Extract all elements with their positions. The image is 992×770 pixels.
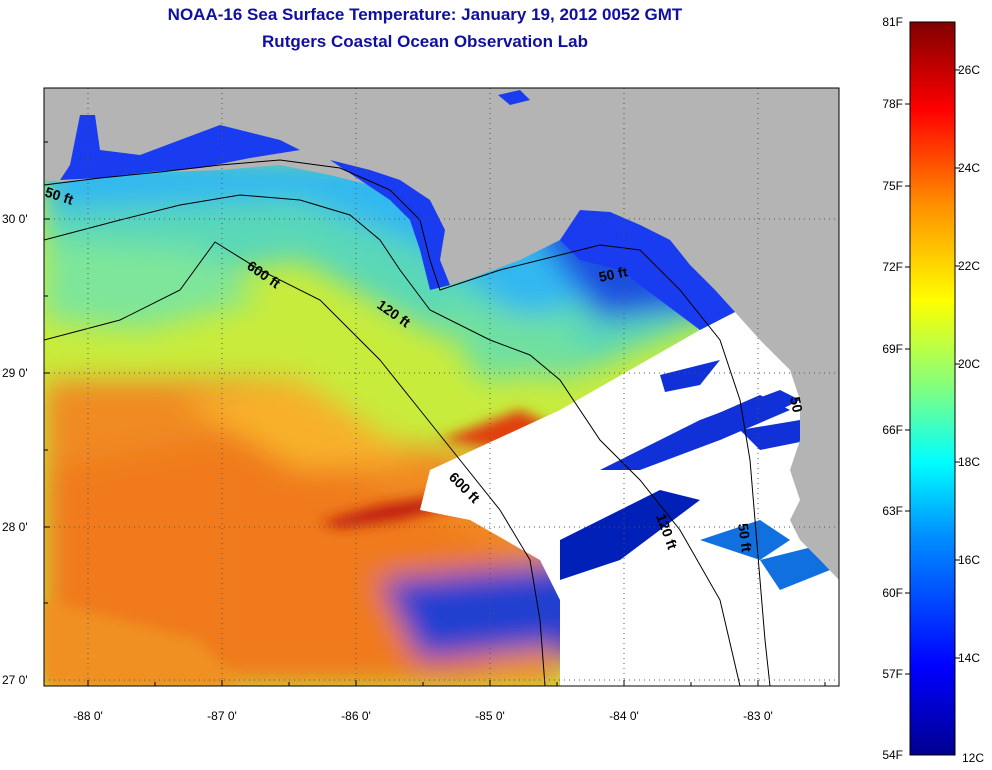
bathymetry-contours [44, 159, 771, 686]
colorbar-label-f: 54F [882, 748, 903, 762]
colorbar-label-f: 78F [882, 97, 903, 111]
contour-label-50-coast: 50 [787, 395, 806, 414]
colorbar-label-f: 72F [882, 260, 903, 274]
colorbar-label-f: 57F [882, 667, 903, 681]
colorbar-label-f: 63F [882, 504, 903, 518]
contour-label-50ft-east: 50 ft [597, 263, 629, 285]
map-subtitle: Rutgers Coastal Ocean Observation Lab [262, 32, 588, 51]
cloud-mask [420, 312, 839, 686]
y-tick-label: 30 0' [2, 212, 28, 226]
contour-label-50ft-south: 50 ft [735, 522, 755, 553]
y-tick-label: 28 0' [2, 520, 28, 534]
colorbar-label-c: 20C [958, 357, 980, 371]
x-tick-label: -88 0' [73, 709, 103, 723]
colorbar-labels-f: 81F 78F 75F 72F 69F 66F 63F 60F 57F 54F [882, 15, 903, 762]
colorbar-label-c: 24C [958, 161, 980, 175]
y-tick-label: 29 0' [2, 366, 28, 380]
colorbar-ticks [905, 69, 960, 675]
colorbar-label-c: 12C [962, 751, 984, 765]
colorbar-label-c: 26C [958, 63, 980, 77]
colorbar-label-f: 66F [882, 423, 903, 437]
x-tick-label: -83 0' [743, 709, 773, 723]
y-tick-label: 27 0' [2, 673, 28, 687]
map-title: NOAA-16 Sea Surface Temperature: January… [167, 5, 683, 24]
colorbar-label-f: 60F [882, 586, 903, 600]
colorbar-label-c: 18C [958, 455, 980, 469]
x-tick-label: -87 0' [207, 709, 237, 723]
colorbar-label-f: 81F [882, 15, 903, 29]
x-tick-label: -84 0' [609, 709, 639, 723]
map-plot-area [44, 88, 839, 686]
x-tick-label: -86 0' [341, 709, 371, 723]
x-tick-label: -85 0' [475, 709, 505, 723]
colorbar-label-c: 14C [958, 651, 980, 665]
colorbar-label-c: 16C [958, 553, 980, 567]
colorbar-label-f: 75F [882, 179, 903, 193]
land-mass [44, 88, 839, 580]
colorbar [909, 21, 956, 756]
plot-frame [43, 87, 840, 687]
colorbar-label-c: 22C [958, 259, 980, 273]
coastal-bays [60, 90, 735, 330]
cold-streaks [560, 360, 830, 590]
colorbar-labels-c: 26C 24C 22C 20C 18C 16C 14C 12C [958, 63, 984, 765]
colorbar-label-f: 69F [882, 342, 903, 356]
